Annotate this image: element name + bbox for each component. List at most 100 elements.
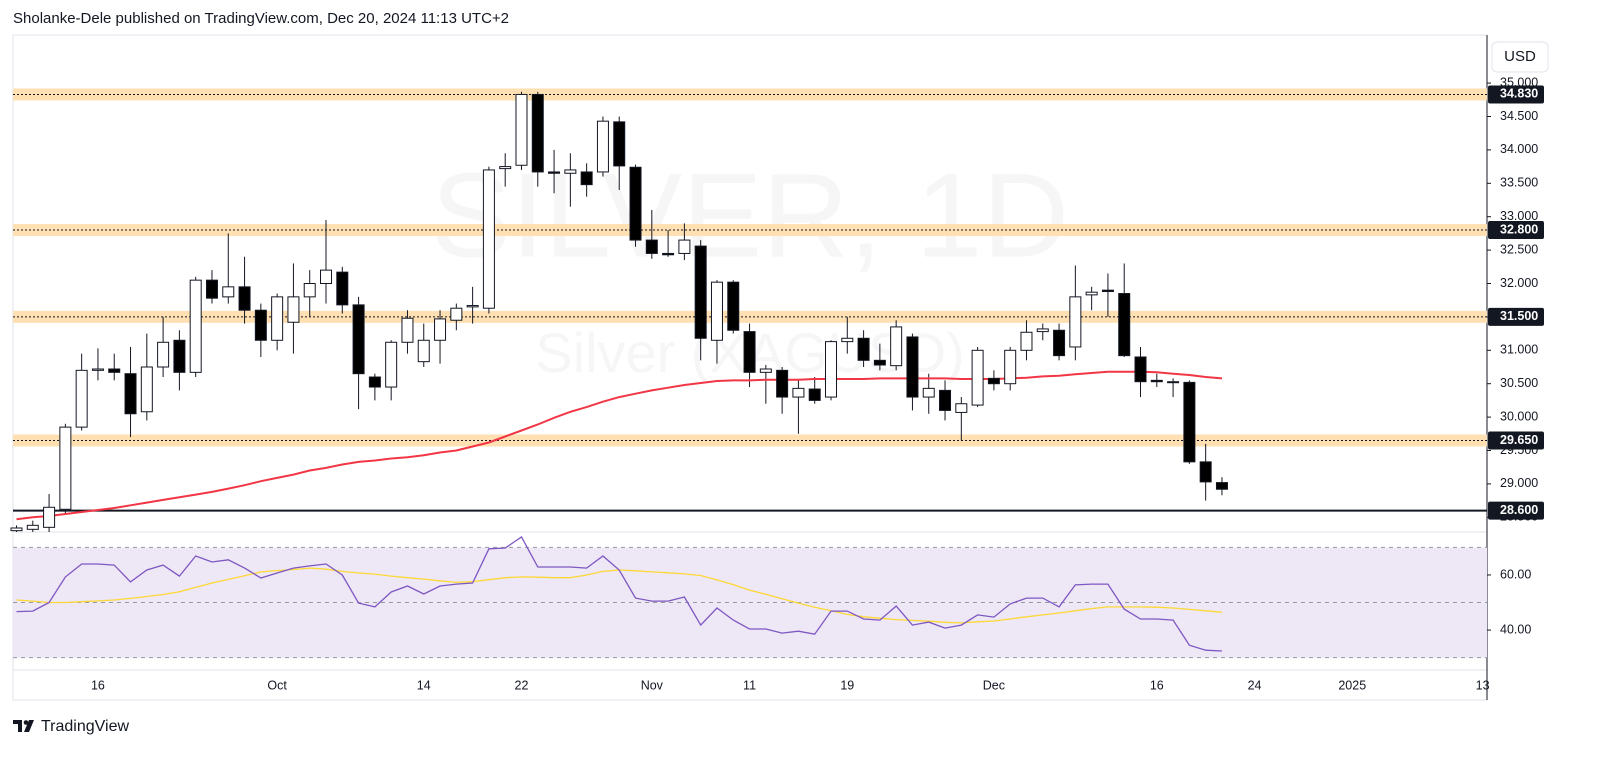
candle-body (59, 426, 72, 510)
candle-body (662, 252, 675, 256)
y-tick-label: 30.000 (1500, 409, 1538, 423)
candle-body (629, 166, 642, 241)
x-tick-label: 19 (840, 678, 854, 692)
candle-body (205, 279, 218, 299)
candle-body (1183, 381, 1196, 463)
candle-body (548, 171, 561, 174)
candle-body (857, 337, 870, 361)
candle-body (743, 331, 756, 373)
candle-body (271, 296, 284, 341)
candle-body (352, 304, 365, 375)
candle-body (303, 283, 316, 298)
candle-body (1020, 331, 1033, 351)
candle-body (906, 336, 919, 398)
candle-body (922, 387, 935, 398)
candle-body (222, 286, 235, 298)
x-tick-label: 14 (417, 678, 431, 692)
candle-body (1085, 291, 1098, 296)
x-tick-label: 16 (91, 678, 105, 692)
candle-body (499, 166, 512, 170)
candle-body (1118, 293, 1131, 357)
candle-body (1101, 289, 1114, 293)
candle-body (1069, 296, 1082, 348)
candle-body (515, 93, 528, 166)
candle-body (157, 341, 170, 368)
candle-body (124, 373, 137, 415)
y-tick-label: 33.000 (1500, 209, 1538, 223)
level-label: 32.800 (1500, 222, 1538, 236)
candle-body (254, 309, 267, 341)
y-tick-label: 34.500 (1500, 109, 1538, 123)
candle-body (531, 93, 544, 173)
candle-body (401, 317, 414, 343)
logo-dot (23, 720, 29, 725)
y-tick-label: 60.00 (1500, 567, 1531, 581)
candle-body (939, 389, 952, 411)
candle-body (825, 341, 837, 398)
candle-body (320, 269, 333, 284)
level-label: 31.500 (1500, 309, 1538, 323)
candle-body (287, 296, 300, 323)
candle-body (759, 368, 772, 373)
y-tick-label: 31.000 (1500, 343, 1538, 357)
candle-body (808, 388, 821, 401)
watermark-title: SILVER, 1D (431, 149, 1069, 283)
candle-body (694, 245, 707, 339)
x-tick-label: 2025 (1338, 678, 1366, 692)
candle-body (1004, 349, 1017, 385)
y-tick-label: 34.000 (1500, 142, 1538, 156)
publish-header: Sholanke-Dele published on TradingView.c… (13, 10, 509, 27)
y-tick-label: 33.500 (1500, 176, 1538, 190)
candle-body (1167, 381, 1180, 384)
candle-body (890, 326, 903, 367)
candle-body (727, 281, 740, 331)
rsi-line (16, 536, 1223, 652)
candle-body (1053, 329, 1066, 357)
brand-name: TradingView (41, 718, 129, 735)
candle-body (108, 368, 121, 373)
currency-label[interactable]: USD (1504, 48, 1536, 65)
candle-body (645, 239, 658, 254)
candle-body (580, 171, 593, 186)
x-tick-label: Nov (641, 678, 664, 692)
candle-body (1036, 328, 1049, 333)
candle-body (189, 279, 202, 373)
x-tick-label: 16 (1150, 678, 1164, 692)
rsi-pane (13, 536, 1487, 659)
candle-body (482, 169, 495, 309)
candle-body (792, 387, 805, 398)
y-tick-label: 32.000 (1500, 276, 1538, 290)
candle-body (417, 339, 430, 363)
y-tick-label: 40.00 (1500, 622, 1531, 636)
candle-body (173, 339, 186, 373)
currency-button-box[interactable] (1491, 41, 1549, 73)
candle-body (955, 403, 968, 413)
level-label-box (1488, 221, 1544, 240)
candle-body (1215, 482, 1228, 490)
candle-body (1134, 356, 1147, 383)
candle-body (10, 527, 23, 532)
candle-body (450, 307, 463, 321)
level-label-box (1488, 307, 1544, 326)
candle-body (678, 239, 691, 254)
candle-body (466, 305, 479, 308)
brand-logo (13, 720, 34, 732)
candle-body (971, 349, 984, 406)
level-label: 28.600 (1500, 503, 1538, 517)
candle-body (564, 169, 577, 174)
y-tick-label: 32.500 (1500, 242, 1538, 256)
candle-body (710, 281, 723, 341)
level-label-box (1488, 85, 1544, 104)
x-tick-label: Dec (983, 678, 1005, 692)
candle-body (140, 366, 153, 413)
x-tick-label: 13 (1476, 678, 1490, 692)
candle-body (336, 271, 349, 306)
currency-button[interactable]: USD (1491, 41, 1549, 73)
candle-body (43, 506, 56, 528)
logo-t (13, 720, 22, 732)
level-label: 29.650 (1500, 433, 1538, 447)
candle-body (434, 318, 447, 341)
level-label: 34.830 (1500, 87, 1538, 101)
candle-body (75, 369, 88, 428)
